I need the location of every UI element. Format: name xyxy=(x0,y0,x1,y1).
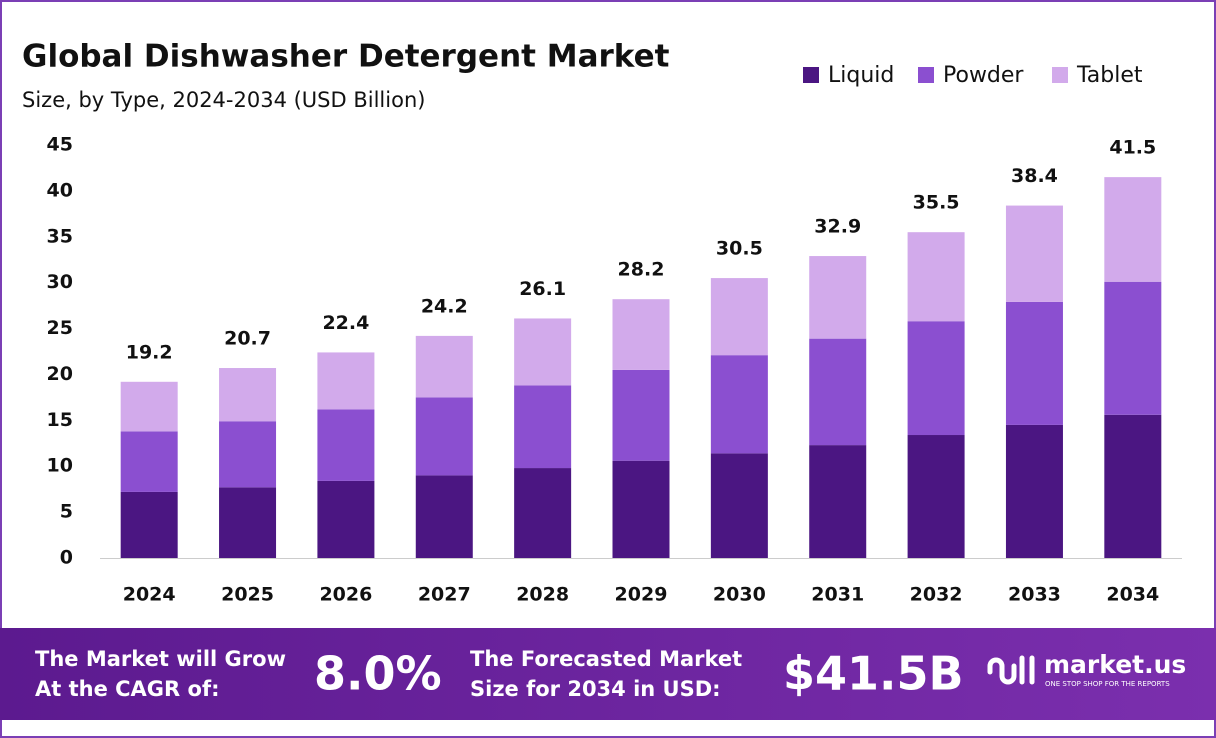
cagr-value: 8.0% xyxy=(314,647,442,701)
x-tick-label: 2026 xyxy=(319,584,372,606)
x-tick-label: 2033 xyxy=(1008,584,1061,606)
bar-segment xyxy=(710,278,768,356)
bar-segment xyxy=(710,453,768,558)
y-tick-label: 40 xyxy=(47,179,73,201)
total-label: 26.1 xyxy=(519,278,566,300)
y-tick-label: 30 xyxy=(47,271,73,293)
bar-segment xyxy=(415,397,473,476)
bar-segment xyxy=(317,409,375,481)
y-tick-label: 35 xyxy=(47,225,73,247)
total-label: 19.2 xyxy=(126,341,173,363)
forecast-text: The Forecasted Market xyxy=(470,647,742,671)
total-label: 22.4 xyxy=(322,312,369,334)
bar-segment xyxy=(219,368,277,422)
y-tick-label: 25 xyxy=(47,317,73,339)
total-label: 20.7 xyxy=(224,328,271,350)
bar-segment xyxy=(1005,424,1063,558)
bar-segment xyxy=(612,369,670,461)
bar-segment xyxy=(317,480,375,558)
bar-segment xyxy=(612,460,670,558)
chart-subtitle: Size, by Type, 2024-2034 (USD Billion) xyxy=(22,88,425,112)
total-label: 32.9 xyxy=(814,216,861,238)
bar-segment xyxy=(1005,205,1063,302)
forecast-text: Size for 2034 in USD: xyxy=(470,677,721,701)
legend-label: Tablet xyxy=(1076,63,1143,88)
total-label: 28.2 xyxy=(618,259,665,281)
total-label: 41.5 xyxy=(1109,137,1156,159)
y-tick-label: 20 xyxy=(47,363,73,385)
brand-tagline: ONE STOP SHOP FOR THE REPORTS xyxy=(1045,680,1170,688)
x-tick-label: 2031 xyxy=(811,584,864,606)
bar-segment xyxy=(907,232,965,322)
y-tick-label: 15 xyxy=(47,409,73,431)
bar-segment xyxy=(612,299,670,370)
y-tick-label: 0 xyxy=(60,547,73,569)
legend-swatch xyxy=(918,67,934,83)
legend-swatch xyxy=(803,67,819,83)
bar-segment xyxy=(219,421,277,488)
x-tick-label: 2029 xyxy=(615,584,668,606)
bar-segment xyxy=(1104,414,1162,558)
y-tick-label: 5 xyxy=(60,501,73,523)
bar-segment xyxy=(120,431,178,492)
legend-swatch xyxy=(1052,67,1068,83)
bar-segment xyxy=(514,468,572,558)
total-label: 35.5 xyxy=(913,192,960,214)
legend-label: Liquid xyxy=(828,63,894,88)
bar-segment xyxy=(710,355,768,454)
chart-title: Global Dishwasher Detergent Market xyxy=(22,39,670,75)
bar-segment xyxy=(809,445,867,558)
x-tick-label: 2027 xyxy=(418,584,471,606)
total-label: 24.2 xyxy=(421,295,468,317)
bar-segment xyxy=(1104,281,1162,415)
bar-segment xyxy=(907,321,965,436)
bar-segment xyxy=(809,256,867,339)
x-tick-label: 2034 xyxy=(1106,584,1159,606)
brand-logo xyxy=(987,655,1035,685)
bar-segment xyxy=(120,491,178,558)
bar-segment xyxy=(219,487,277,558)
bar-segment xyxy=(1005,301,1063,425)
x-tick-label: 2025 xyxy=(221,584,274,606)
forecast-value: $41.5B xyxy=(783,647,964,701)
bar-segment xyxy=(1104,177,1162,282)
cagr-text: The Market will Grow xyxy=(35,647,286,671)
brand-name: market.us xyxy=(1044,650,1186,679)
bar-segment xyxy=(317,352,375,410)
x-tick-label: 2024 xyxy=(123,584,176,606)
bar-segment xyxy=(514,318,572,386)
bar-segment xyxy=(907,435,965,558)
bar-segment xyxy=(809,338,867,446)
x-tick-label: 2032 xyxy=(910,584,963,606)
bar-segment xyxy=(415,475,473,558)
total-label: 38.4 xyxy=(1011,165,1058,187)
bar-segment xyxy=(415,335,473,398)
cagr-text: At the CAGR of: xyxy=(35,677,220,701)
y-tick-label: 45 xyxy=(47,134,73,156)
bar-segment xyxy=(514,385,572,469)
legend-label: Powder xyxy=(943,63,1024,88)
total-label: 30.5 xyxy=(716,238,763,260)
bar-segment xyxy=(120,381,178,432)
y-tick-label: 10 xyxy=(47,455,73,477)
x-tick-label: 2028 xyxy=(516,584,569,606)
x-tick-label: 2030 xyxy=(713,584,766,606)
